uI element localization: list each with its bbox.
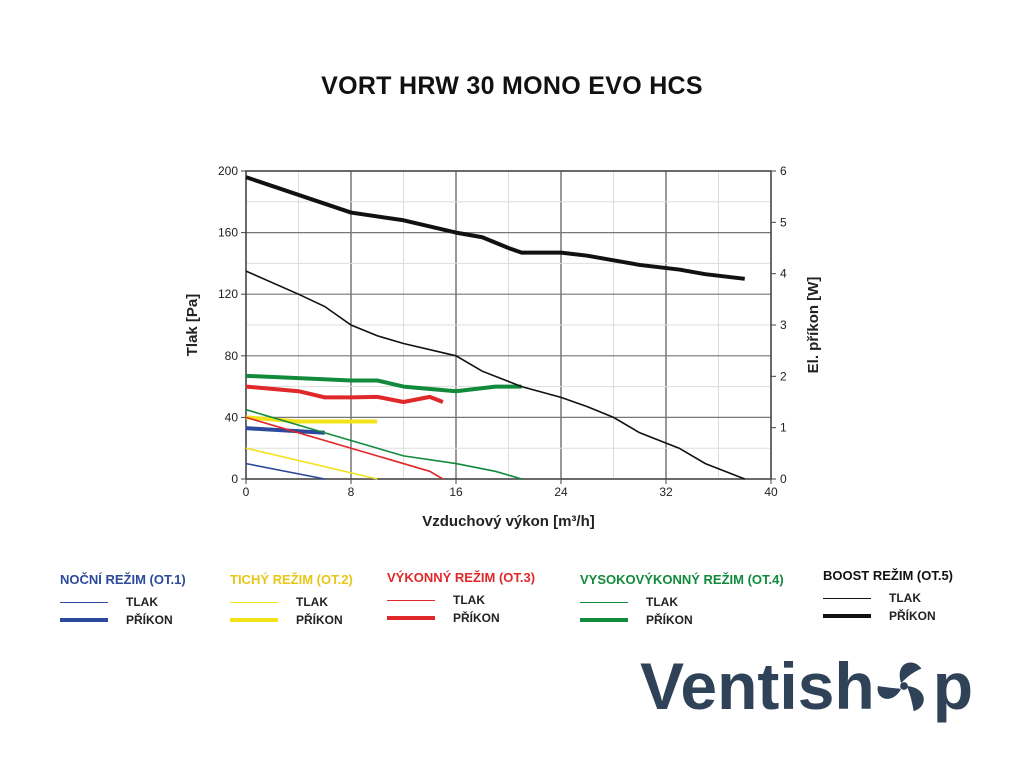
legend-prikon-swatch — [823, 614, 871, 618]
tlak-line-3 — [245, 416, 444, 480]
legend-tlak-label: TLAK — [296, 595, 328, 609]
fan-icon — [877, 662, 924, 712]
legend-group-3: VÝKONNÝ REŽIM (OT.3) TLAK PŘÍKON — [387, 570, 535, 625]
logo-text: Ventish — [640, 649, 875, 723]
legend-tlak-label: TLAK — [889, 591, 921, 605]
tlak-line-2 — [245, 447, 378, 480]
chart-plot: 0 8 16 24 32 40040801201602000123456Vzduchový… — [184, 164, 822, 530]
y2-tick-label: 4 — [780, 267, 787, 281]
prikon-line-1 — [245, 426, 325, 435]
y2-tick-label: 5 — [780, 215, 787, 229]
legend-title: VÝKONNÝ REŽIM (OT.3) — [387, 570, 536, 585]
x-tick-label: 40 — [764, 485, 778, 499]
legend-prikon-swatch — [230, 618, 278, 622]
prikon-line-3 — [245, 384, 444, 404]
x-tick-label: 8 — [348, 485, 355, 499]
legend-prikon-swatch — [387, 616, 435, 620]
legend-title: VYSOKOVÝKONNÝ REŽIM (OT.4) — [580, 572, 784, 587]
logo-text-end: p — [932, 649, 974, 723]
legend-prikon-label: PŘÍKON — [453, 611, 500, 625]
y2-tick-label: 2 — [780, 369, 787, 383]
y2-tick-label: 0 — [780, 472, 787, 486]
prikon-line-4 — [245, 373, 522, 394]
x-tick-label: 0 — [243, 485, 250, 499]
legend-title: TICHÝ REŽIM (OT.2) — [230, 572, 353, 587]
y-tick-label: 80 — [225, 349, 239, 363]
y2-axis-label: El. příkon [W] — [805, 277, 822, 374]
legend-tlak-swatch — [823, 597, 871, 599]
legend-tlak-label: TLAK — [453, 593, 485, 607]
ventishop-logo: Ventish p — [640, 648, 973, 724]
legend-group-1: NOČNÍ REŽIM (OT.1) TLAK PŘÍKON — [60, 572, 186, 627]
x-tick-label: 32 — [659, 485, 673, 499]
legend-prikon-label: PŘÍKON — [889, 609, 936, 623]
legend-title: BOOST REŽIM (OT.5) — [823, 568, 953, 583]
legend-tlak-swatch — [387, 599, 435, 601]
y-axis-label: Tlak [Pa] — [184, 294, 201, 357]
y-tick-label: 40 — [225, 410, 239, 424]
y-tick-label: 200 — [218, 164, 238, 178]
legend-tlak-swatch — [580, 601, 628, 603]
prikon-line-2 — [245, 415, 378, 424]
y2-tick-label: 3 — [780, 318, 787, 332]
legend-prikon-label: PŘÍKON — [126, 613, 173, 627]
x-axis-label: Vzduchový výkon [m³/h] — [422, 513, 595, 530]
x-tick-label: 16 — [449, 485, 463, 499]
legend-prikon-swatch — [60, 618, 108, 622]
chart-title: VORT HRW 30 MONO EVO HCS — [321, 72, 703, 100]
legend-group-5: BOOST REŽIM (OT.5) TLAK PŘÍKON — [823, 568, 953, 623]
y-tick-label: 160 — [218, 226, 238, 240]
legend-prikon-label: PŘÍKON — [646, 613, 693, 627]
legend-tlak-label: TLAK — [646, 595, 678, 609]
tlak-line-5 — [245, 270, 746, 480]
prikon-line-5 — [245, 175, 745, 281]
legend-tlak-swatch — [230, 601, 278, 603]
y-tick-label: 0 — [231, 472, 238, 486]
legend-group-2: TICHÝ REŽIM (OT.2) TLAK PŘÍKON — [230, 572, 353, 627]
tlak-line-4 — [245, 408, 522, 480]
legend-title: NOČNÍ REŽIM (OT.1) — [60, 572, 186, 587]
y2-tick-label: 6 — [780, 164, 787, 178]
legend-group-4: VYSOKOVÝKONNÝ REŽIM (OT.4) TLAK PŘÍKON — [580, 572, 784, 627]
y2-tick-label: 1 — [780, 421, 787, 435]
y-tick-label: 120 — [218, 287, 238, 301]
tlak-line-1 — [245, 462, 325, 480]
legend-prikon-label: PŘÍKON — [296, 613, 343, 627]
x-tick-label: 24 — [554, 485, 568, 499]
legend-tlak-swatch — [60, 601, 108, 603]
legend-tlak-label: TLAK — [126, 595, 158, 609]
legend-prikon-swatch — [580, 618, 628, 622]
